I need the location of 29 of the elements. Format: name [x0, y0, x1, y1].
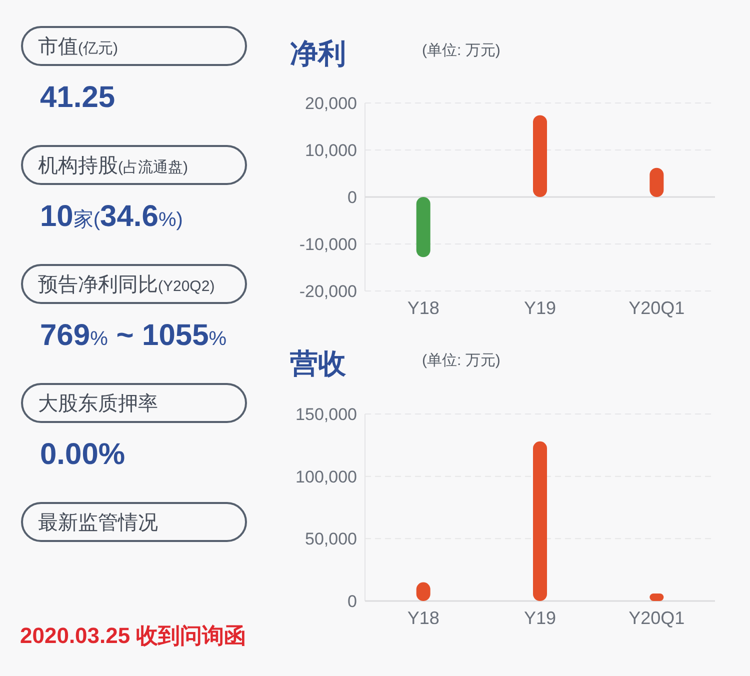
text: 大股东质押率 — [38, 393, 158, 415]
text: 10家(34.6%) — [40, 200, 183, 233]
x-tick-label: Y18 — [407, 608, 440, 628]
chart-subtitle: (单位: 万元) — [422, 42, 500, 59]
text: 2020.03.25 收到问询函 — [20, 623, 246, 648]
text: 最新监管情况 — [38, 512, 158, 534]
y-tick-label: 0 — [348, 188, 357, 207]
x-tick-label: Y19 — [524, 608, 556, 628]
text: 预告净利同比(Y20Q2) — [38, 274, 215, 296]
text: 0.00% — [40, 438, 126, 471]
chart-title: 营收 — [289, 348, 347, 379]
x-tick-label: Y20Q1 — [628, 298, 685, 318]
y-tick-label: 0 — [348, 592, 357, 611]
chart-title: 净利 — [290, 38, 346, 69]
y-tick-label: 10,000 — [305, 141, 357, 160]
y-tick-label: 50,000 — [305, 530, 357, 549]
y-tick-label: -20,000 — [299, 282, 357, 301]
text: 769% ~ 1055% — [40, 319, 227, 352]
x-tick-label: Y20Q1 — [628, 608, 685, 628]
y-tick-label: 100,000 — [296, 467, 357, 486]
x-tick-label: Y19 — [524, 298, 556, 318]
text: 机构持股(占流通盘) — [38, 155, 188, 177]
text: 市值(亿元) — [38, 36, 118, 58]
text: 41.25 — [40, 81, 116, 114]
y-tick-label: 20,000 — [305, 94, 357, 113]
y-tick-label: -10,000 — [299, 235, 357, 254]
x-tick-label: Y18 — [407, 298, 440, 318]
chart-subtitle: (单位: 万元) — [422, 352, 500, 369]
y-tick-label: 150,000 — [296, 405, 357, 424]
